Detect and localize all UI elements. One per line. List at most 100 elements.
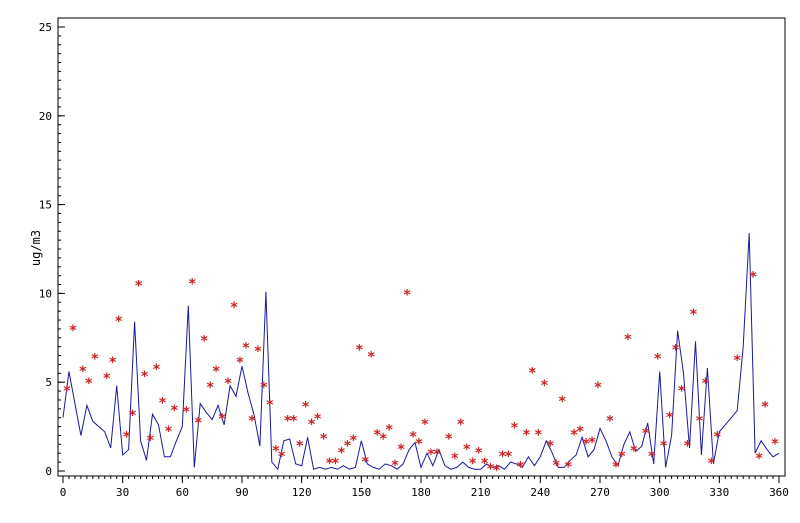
data-point-marker: * <box>409 429 417 445</box>
data-point-marker: * <box>158 396 166 412</box>
data-point-marker: * <box>361 454 369 470</box>
data-point-marker: * <box>91 351 99 367</box>
data-point-marker: * <box>468 456 476 472</box>
line-series <box>62 232 780 471</box>
line-series-layer <box>62 232 780 471</box>
data-point-marker: * <box>140 369 148 385</box>
data-point-marker: * <box>128 408 136 424</box>
data-point-marker: * <box>733 353 741 369</box>
data-point-marker: * <box>504 449 512 465</box>
data-point-marker: * <box>659 438 667 454</box>
data-point-marker: * <box>463 442 471 458</box>
x-tick-label: 210 <box>471 486 491 499</box>
data-point-marker: * <box>85 376 93 392</box>
data-point-marker: * <box>695 413 703 429</box>
data-point-marker: * <box>313 412 321 428</box>
data-point-marker: * <box>212 364 220 380</box>
data-point-marker: * <box>307 417 315 433</box>
data-point-marker: * <box>385 422 393 438</box>
data-point-marker: * <box>289 413 297 429</box>
data-point-marker: * <box>677 383 685 399</box>
data-point-marker: * <box>474 445 482 461</box>
x-tick-label: 270 <box>590 486 610 499</box>
data-point-marker: * <box>755 451 763 467</box>
data-point-marker: * <box>367 350 375 366</box>
x-tick-label: 360 <box>769 486 789 499</box>
data-point-marker: * <box>272 444 280 460</box>
data-point-marker: * <box>707 456 715 472</box>
data-point-marker: * <box>510 421 518 437</box>
data-point-marker: * <box>164 424 172 440</box>
data-point-marker: * <box>319 431 327 447</box>
data-point-marker: * <box>200 334 208 350</box>
data-point-marker: * <box>642 426 650 442</box>
data-point-marker: * <box>373 428 381 444</box>
data-point-marker: * <box>576 424 584 440</box>
data-point-marker: * <box>391 458 399 474</box>
data-point-marker: * <box>194 415 202 431</box>
data-point-marker: * <box>79 364 87 380</box>
data-point-marker: * <box>564 460 572 476</box>
y-tick-label: 20 <box>39 110 52 123</box>
data-point-marker: * <box>653 351 661 367</box>
data-point-marker: * <box>749 270 757 286</box>
data-point-marker: * <box>492 463 500 479</box>
y-tick-label: 0 <box>45 465 52 478</box>
data-point-marker: * <box>103 371 111 387</box>
data-point-marker: * <box>665 410 673 426</box>
data-point-marker: * <box>397 442 405 458</box>
data-point-marker: * <box>337 445 345 461</box>
x-tick-label: 60 <box>176 486 189 499</box>
data-point-marker: * <box>480 456 488 472</box>
data-point-marker: * <box>69 323 77 339</box>
data-point-marker: * <box>114 314 122 330</box>
data-point-marker: * <box>683 438 691 454</box>
data-point-marker: * <box>612 460 620 476</box>
data-point-marker: * <box>218 412 226 428</box>
data-point-marker: * <box>170 403 178 419</box>
data-point-marker: * <box>206 380 214 396</box>
data-point-marker: * <box>427 447 435 463</box>
data-point-marker: * <box>671 342 679 358</box>
data-point-marker: * <box>445 431 453 447</box>
data-point-marker: * <box>701 376 709 392</box>
data-point-marker: * <box>254 344 262 360</box>
data-point-marker: * <box>486 461 494 477</box>
data-point-marker: * <box>260 380 268 396</box>
data-point-marker: * <box>594 380 602 396</box>
data-point-marker: * <box>295 438 303 454</box>
data-point-marker: * <box>618 449 626 465</box>
data-point-marker: * <box>403 287 411 303</box>
x-tick-label: 330 <box>709 486 729 499</box>
data-point-marker: * <box>146 433 154 449</box>
data-point-marker: * <box>349 433 357 449</box>
data-point-marker: * <box>606 413 614 429</box>
data-point-marker: * <box>570 428 578 444</box>
data-point-marker: * <box>689 307 697 323</box>
y-tick-label: 10 <box>39 287 52 300</box>
x-tick-label: 240 <box>530 486 550 499</box>
y-tick-label: 25 <box>39 21 52 34</box>
data-point-marker: * <box>331 456 339 472</box>
data-point-marker: * <box>284 413 292 429</box>
data-point-marker: * <box>516 460 524 476</box>
data-point-marker: * <box>421 417 429 433</box>
data-point-marker: * <box>242 341 250 357</box>
data-point-marker: * <box>236 355 244 371</box>
data-point-marker: * <box>188 277 196 293</box>
x-axis: 0 30 60 90 120 150 180 210 240 270 300 330 360 <box>60 476 789 499</box>
data-point-marker: * <box>343 438 351 454</box>
data-point-marker: * <box>558 394 566 410</box>
plot-frame <box>57 17 786 477</box>
y-axis-title: ug/m3 <box>29 230 43 266</box>
y-tick-label: 5 <box>45 376 52 389</box>
data-point-marker: * <box>528 366 536 382</box>
data-point-marker: * <box>713 429 721 445</box>
x-tick-label: 90 <box>235 486 248 499</box>
data-point-marker: * <box>224 376 232 392</box>
data-point-marker: * <box>134 279 142 295</box>
data-point-marker: * <box>457 417 465 433</box>
x-tick-label: 150 <box>351 486 371 499</box>
data-point-marker: * <box>122 429 130 445</box>
